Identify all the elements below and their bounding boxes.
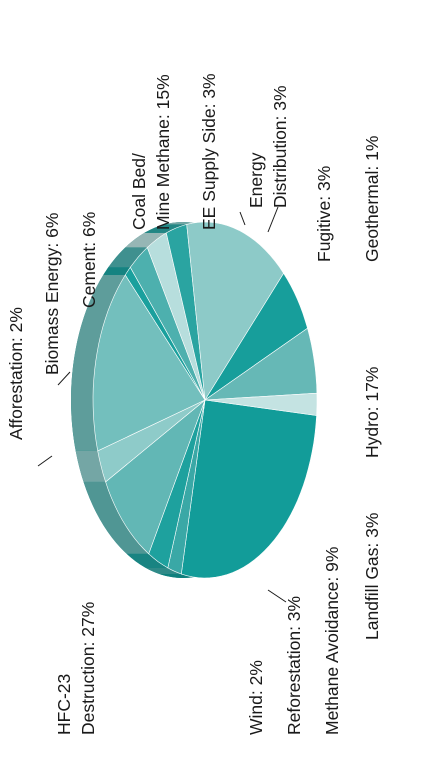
slice-label: EE Supply Side: 3%: [199, 73, 219, 230]
pie-slice: [204, 272, 308, 401]
slice-label-line: Biomass Energy: 6%: [42, 213, 62, 375]
pie-side-segment: [144, 224, 187, 233]
leader-line: [37, 455, 53, 467]
slice-label-line: Energy: [246, 152, 266, 208]
slice-label-line: Afforestation: 2%: [6, 307, 26, 440]
slice-label: Methane Avoidance: 9%: [322, 547, 342, 735]
slice-label: Cement: 6%: [79, 212, 99, 308]
pie-slice: [180, 399, 317, 579]
slice-label-line: Methane Avoidance: 9%: [322, 547, 342, 735]
leader-line: [57, 371, 71, 386]
slice-label: Fugitive: 3%: [314, 166, 334, 262]
slice-label-line: Distribution: 3%: [270, 85, 290, 208]
pie-slice: [203, 327, 318, 401]
slice-label: Landfill Gas: 3%: [362, 513, 382, 640]
pie-top: [92, 221, 318, 579]
pie-side-segment: [108, 247, 148, 268]
pie-slice: [186, 221, 284, 401]
slice-label: Wind: 2%: [246, 660, 266, 735]
leader-line: [267, 589, 287, 603]
slice-label: Coal Bed/Mine Methane: 15%: [129, 74, 173, 230]
pie-slice: [204, 392, 318, 416]
pie-slice: [92, 274, 206, 452]
pie-side-segment: [126, 553, 168, 568]
slice-label-line: Landfill Gas: 3%: [362, 513, 382, 640]
leader-line: [267, 206, 279, 233]
slice-label: Reforestation: 3%: [284, 596, 304, 735]
slice-label: Biomass Energy: 6%: [42, 213, 62, 375]
slice-labels: HFC-23 Destruction: 27% Wind: 2% Reforestat…: [6, 73, 382, 735]
slice-label: Hydro: 17%: [362, 367, 382, 458]
slice-label: Afforestation: 2%: [6, 307, 26, 440]
slice-label-line: Destruction: 27%: [78, 602, 98, 735]
leader-line: [239, 211, 246, 226]
slice-label-line: Hydro: 17%: [362, 367, 382, 458]
slice-label-line: Mine Methane: 15%: [153, 74, 173, 230]
pie-side-segment: [71, 275, 126, 451]
slice-label-line: HFC-23: [54, 674, 74, 735]
pie-side-segment: [145, 567, 182, 574]
slice-label: Energy Distribution: 3%: [246, 85, 290, 208]
leader-lines: [37, 206, 287, 603]
pie-slice: [105, 399, 206, 555]
pie-side-segment: [125, 232, 167, 248]
slice-label: HFC-23 Destruction: 27%: [54, 602, 98, 735]
slice-label-line: Fugitive: 3%: [314, 166, 334, 262]
slice-label-line: Coal Bed/: [129, 153, 149, 230]
slice-label: Geothermal: 1%: [362, 136, 382, 262]
slice-label-line: Reforestation: 3%: [284, 596, 304, 735]
pie-side-segment: [103, 267, 131, 275]
slice-label-line: Cement: 6%: [79, 212, 99, 308]
slice-label-line: Geothermal: 1%: [362, 136, 382, 262]
slice-label-line: Wind: 2%: [246, 660, 266, 735]
slice-label-line: EE Supply Side: 3%: [199, 73, 219, 230]
pie-side-segment: [75, 450, 106, 482]
